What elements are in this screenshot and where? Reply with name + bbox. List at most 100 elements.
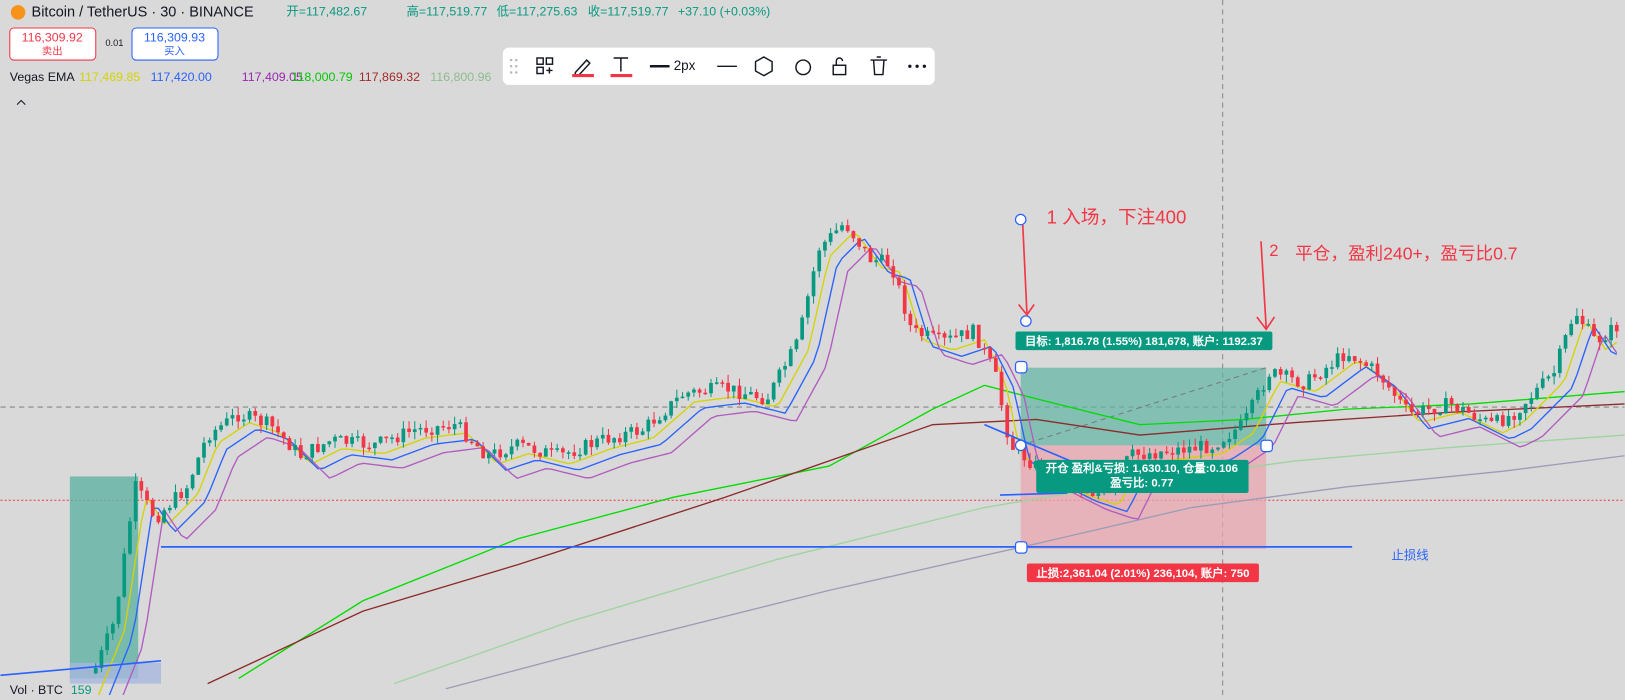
text-icon[interactable] [613,57,629,72]
candle-body [1369,363,1374,366]
candle-body [407,428,411,432]
candle-body [1256,390,1260,400]
ema-fast [120,247,1618,700]
candle-body [788,349,793,367]
candle-body [1461,407,1465,412]
candle-body [1500,415,1505,426]
indicator-name[interactable]: Vegas EMA [10,70,76,84]
candle-body [925,330,930,337]
candle-body [703,392,708,395]
handle[interactable] [1020,315,1032,327]
symbol[interactable]: Bitcoin / TetherUS · 30 · BINANCE [32,4,254,20]
candle-body [868,247,873,263]
candle-body [1478,419,1482,421]
candle-body [857,238,861,247]
sell-price: 116,309.92 [22,31,83,45]
lock-icon[interactable] [832,64,847,76]
candle-body [891,266,896,278]
candle-body [1512,416,1517,420]
candle-body [401,428,406,443]
candle-body [1221,442,1226,448]
candle-body [726,382,730,392]
candle-body [293,445,297,451]
candle-body [543,448,548,457]
line-width[interactable]: 2px [674,58,696,73]
handle[interactable] [1014,541,1028,554]
stop-label-box [1026,563,1259,583]
candle-body [1170,453,1175,455]
candle-body [1444,398,1448,414]
candle-body [504,454,508,458]
candle-body [823,241,827,251]
candle-body [1147,453,1152,459]
candle-body [344,436,349,444]
templates-icon[interactable] [536,57,554,75]
candle-body [128,521,132,554]
candle-body [976,324,981,348]
handle[interactable] [1014,439,1027,452]
candle-body [1506,416,1511,426]
candle-body [1290,370,1294,378]
candle-body [845,225,850,232]
ema-fast [106,238,1618,700]
candle-body [1552,373,1556,377]
candle-body [595,438,599,448]
candle-body [156,515,161,523]
candle-body [652,419,656,424]
arrow [1256,241,1276,331]
buy-price: 116,309.93 [144,31,205,45]
candle-body [948,335,953,338]
delete-icon[interactable] [870,56,888,76]
candle-body [754,391,759,399]
indicator-value: 117,420.00 [151,70,212,84]
candle-body [1261,390,1266,392]
position-diagonal [1020,367,1267,446]
candle-body [771,382,776,400]
candle-body [777,369,782,383]
candle-body [617,438,622,443]
candle-body [1324,367,1329,379]
ema-green [238,384,1625,679]
candle-body [1426,406,1431,409]
candle-body [817,250,822,272]
candle-body [1193,446,1198,451]
candle-body [549,448,554,450]
handle[interactable] [1014,213,1027,226]
candle-body [310,443,315,458]
buy-button[interactable] [131,27,219,61]
candle-body [555,448,560,450]
candle-body [1438,413,1443,415]
candle-body [766,399,770,405]
sell-button[interactable] [9,27,97,61]
candle-body [367,447,372,450]
handles [1014,213,1274,554]
candle-body [1495,415,1500,421]
candle-body [709,382,713,394]
candle-body [1005,405,1010,438]
alert-icon[interactable] [795,59,812,76]
settings-icon[interactable] [754,56,773,77]
candle-body [697,389,702,393]
target-label-box [1015,331,1273,351]
candle-body [1535,387,1539,399]
candle-body [333,436,337,442]
candle-body [167,507,172,511]
candle-body [1540,378,1545,388]
handle[interactable] [1260,439,1274,453]
collapse-icon[interactable] [16,99,26,105]
candle-body [373,442,377,449]
candle-body [532,445,537,453]
candle-body [686,392,691,397]
volume-label: Vol · BTC [10,683,63,695]
handle[interactable] [1014,360,1028,374]
candle-body [902,285,907,314]
candle-body [321,444,326,452]
more-icon[interactable] [908,64,927,68]
candle-body [589,440,594,448]
candle-body [179,492,184,499]
candle-body [464,422,468,442]
candle-body [1592,324,1596,336]
candle-body [509,446,514,455]
indicator-value: 116,800.96 [430,70,491,84]
drag-handle[interactable] [509,58,518,74]
